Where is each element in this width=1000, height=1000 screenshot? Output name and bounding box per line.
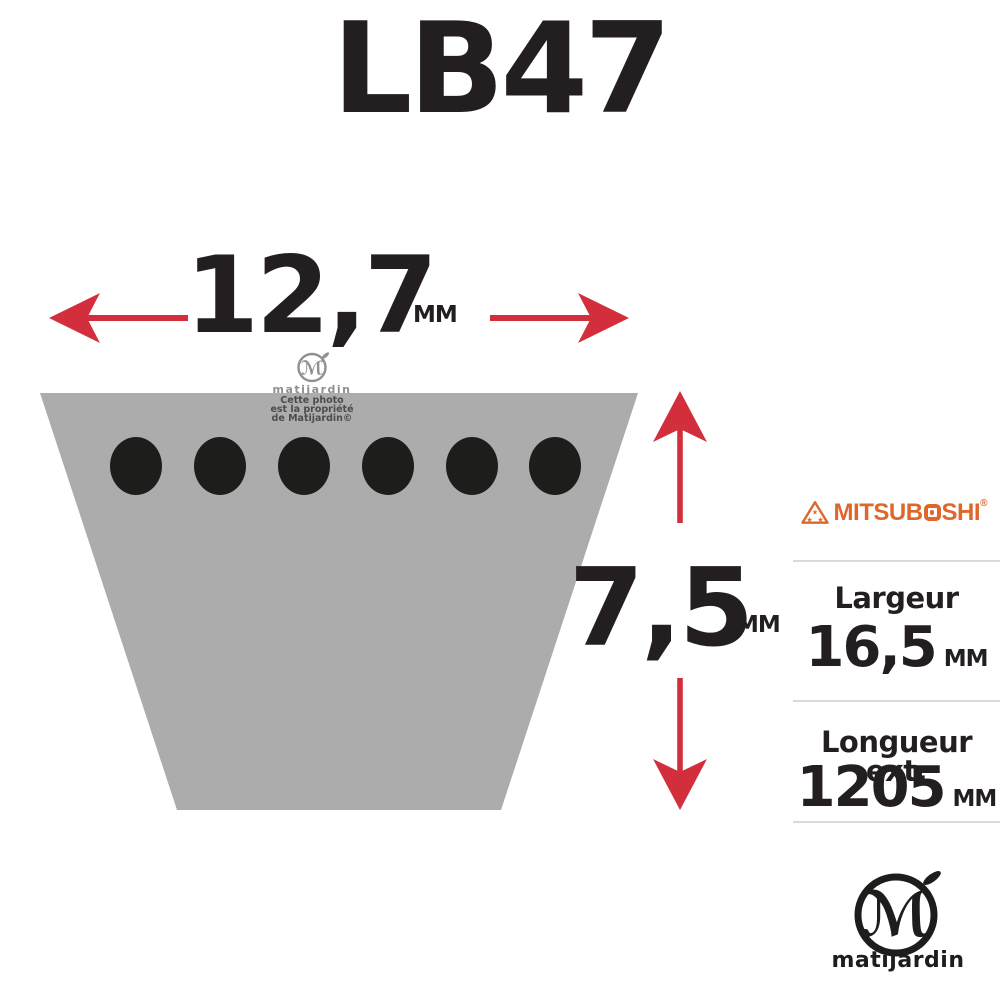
star-o-icon (923, 504, 941, 521)
watermark-logo-icon: ℳ (297, 352, 330, 383)
watermark-notice-line: est la propriété (270, 403, 354, 415)
longueur-value: 1205 (796, 755, 947, 820)
svg-text:ℳ: ℳ (301, 358, 324, 380)
svg-text:★: ★ (817, 515, 823, 523)
mitsuboshi-triangle-icon: ★ ★ ★ (800, 500, 829, 524)
belt-cord-icon (529, 437, 581, 495)
longueur-label: Longueur ext. (820, 725, 973, 788)
largeur-label: Largeur (834, 581, 959, 615)
longueur-value-row: 1205 MM (793, 760, 1000, 816)
belt-body-shape (40, 393, 638, 810)
arrow-up-icon (653, 391, 707, 523)
largeur-unit: MM (943, 646, 989, 672)
panel-divider (793, 700, 1000, 702)
footer-brand: matijardin (831, 948, 965, 973)
panel-divider (793, 821, 1000, 823)
longueur-unit: MM (952, 786, 998, 812)
largeur-value-row: 16,5 MM (793, 620, 1000, 676)
width-dimension-value: 12,7 (185, 234, 438, 357)
arrow-right-icon (490, 293, 629, 343)
mitsuboshi-wordmark: MITSUB SHI® (834, 499, 988, 525)
svg-text:★: ★ (806, 515, 812, 523)
height-dimension-unit: MM (736, 612, 781, 638)
wordmark-part2: SHI (941, 499, 981, 526)
watermark-brand: matijardin (272, 383, 352, 396)
wordmark-part1: MITSUB (833, 499, 924, 526)
arrow-down-icon (653, 678, 707, 810)
largeur-value: 16,5 (805, 615, 938, 680)
belt-cord-icon (278, 437, 330, 495)
registered-mark: ® (980, 498, 988, 509)
panel-divider (793, 560, 1000, 562)
svg-text:ℳ: ℳ (859, 878, 932, 951)
watermark-notice-line: de Matijardin© (271, 412, 353, 424)
svg-text:★: ★ (811, 508, 817, 516)
arrow-left-icon (49, 293, 188, 343)
belt-cord-icon (194, 437, 246, 495)
width-dimension-unit: MM (413, 302, 458, 328)
mitsuboshi-brand: ★ ★ ★ MITSUB SHI® (788, 499, 1000, 525)
watermark-notice: Cette photo est la propriété de Matijard… (262, 395, 362, 424)
belt-cross-section-diagram (40, 393, 638, 810)
page-title: LB47 (332, 0, 672, 142)
belt-cord-icon (446, 437, 498, 495)
matijardin-logo-icon: ℳ (854, 871, 941, 957)
watermark-notice-line: Cette photo (280, 395, 344, 406)
belt-cord-icon (110, 437, 162, 495)
height-dimension-value: 7,5 (568, 546, 754, 671)
belt-cord-icon (362, 437, 414, 495)
